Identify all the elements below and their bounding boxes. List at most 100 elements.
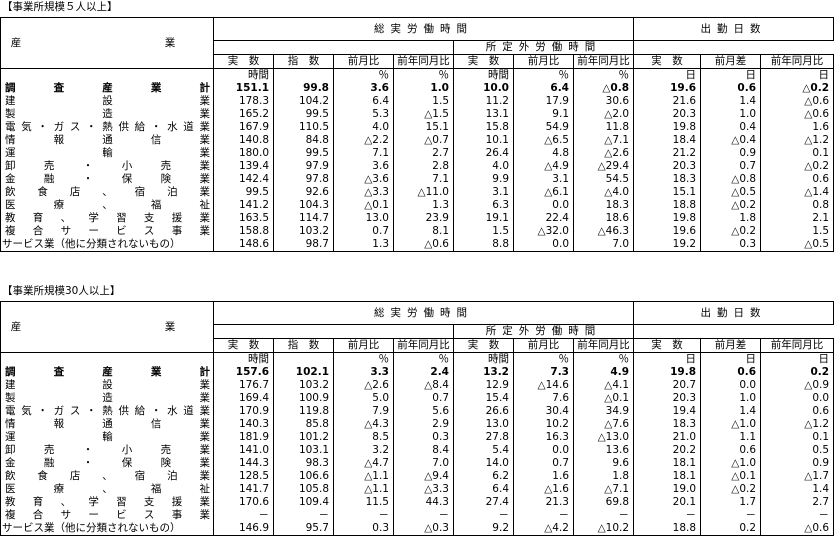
value-cell: 11.8 [572,121,635,134]
value-cell: △8.4 [393,379,454,392]
industry-label: サービス業（他に分類されないもの） [0,238,214,252]
value-cell: △4.3 [333,418,394,431]
value-cell: △14.6 [513,379,574,392]
unit-cell: 日 [700,68,762,82]
value-cell: 1.5 [453,225,514,238]
value-cell: 114.7 [273,212,334,225]
industry-label: 電気・ガス・熱供給・水道業 [0,121,214,134]
header-spacer [700,40,761,55]
value-cell: 7.1 [393,173,454,186]
value-cell: △6.1 [513,186,574,199]
value-cell: △7.1 [572,134,635,147]
value-cell: 8.1 [393,225,454,238]
value-cell: △0.5 [700,186,762,199]
table-row: 電気・ガス・熱供給・水道業 167.9 110.5 4.0 15.1 15.8 54.9 11… [0,121,835,134]
value-cell: 146.9 [213,522,274,536]
table-row: 複合サービス事業－－－－－－－－－－ [0,509,835,522]
industry-label: 建設業 [0,379,214,392]
value-cell: － [273,509,334,522]
value-cell: 18.1 [633,457,702,470]
value-cell: △32.0 [513,225,574,238]
value-cell: △0.2 [700,199,762,212]
value-cell: △0.4 [700,134,762,147]
unit-cell: 日 [633,352,702,366]
industry-label: 金融・保険業 [0,173,214,186]
value-cell: 34.9 [572,405,635,418]
value-cell: △0.7 [393,134,454,147]
table-row: 飲食店、宿泊業 128.5 106.6 △1.1 △9.4 6.2 1.6 1.8 18.1 △0… [0,470,835,483]
value-cell: △46.3 [572,225,635,238]
table-row: サービス業（他に分類されないもの） 146.9 95.7 0.3 △0.3 9.2 △4.2… [0,522,835,536]
industry-label: 電気・ガス・熱供給・水道業 [0,405,214,418]
industry-label: 調査産業計 [0,366,214,379]
value-cell: 10.0 [453,82,514,95]
value-cell: 11.2 [453,95,514,108]
value-cell: 5.6 [393,405,454,418]
value-cell: △10.2 [572,522,635,536]
table-row: 情報通信業 140.8 84.8 △2.2 △0.7 10.1 △6.5 △7.1 18.4 △0… [0,134,835,147]
unit-cell [273,352,334,366]
value-cell: 0.0 [513,238,574,252]
value-cell: 15.8 [453,121,514,134]
unit-cell: ％ [572,352,635,366]
value-cell: 139.4 [213,160,274,173]
value-cell: 20.2 [633,444,702,457]
value-cell: 167.9 [213,121,274,134]
industry-label: 建設業 [0,95,214,108]
value-cell: 1.3 [333,238,394,252]
industry-label: 医療、福祉 [0,199,214,212]
value-cell: △1.4 [760,186,835,199]
value-cell: △4.1 [572,379,635,392]
value-cell: 54.9 [513,121,574,134]
value-cell: 97.9 [273,160,334,173]
value-cell: 18.8 [633,522,702,536]
industry-column-header: 産 業 [0,17,214,69]
value-cell: 1.5 [393,95,454,108]
table-row: サービス業（他に分類されないもの） 148.6 98.7 1.3 △0.6 8.8 0.0 7… [0,238,835,252]
unit-cell: ％ [513,68,574,82]
index-header: 指 数 [273,54,334,69]
value-cell: 2.1 [760,212,835,225]
unit-cell: ％ [333,68,394,82]
value-cell: 19.2 [633,238,702,252]
value-cell: 0.9 [760,457,835,470]
industry-label: 情報通信業 [0,134,214,147]
value-cell: 1.3 [393,199,454,212]
value-cell: △4.7 [333,457,394,470]
value-cell: 0.5 [760,444,835,457]
unit-cell: ％ [513,352,574,366]
value-cell: 0.0 [513,199,574,212]
overtime-mom-header: 前月比 [513,54,574,69]
value-cell: 163.5 [213,212,274,225]
value-cell: 0.2 [700,522,762,536]
table-row: 情報通信業 140.3 85.8 △4.3 2.9 13.0 10.2 △7.6 18.3 △1.… [0,418,835,431]
value-cell: 0.8 [760,199,835,212]
industry-label: 金融・保険業 [0,457,214,470]
value-cell: 7.0 [393,457,454,470]
header-spacer [633,324,701,339]
value-cell: 101.2 [273,431,334,444]
value-cell: △0.6 [760,95,835,108]
value-cell: △3.6 [333,173,394,186]
value-cell: 20.3 [633,108,702,121]
actual-hours-header: 実 数 [213,338,274,353]
value-cell: 2.9 [393,418,454,431]
value-cell: 0.0 [513,444,574,457]
value-cell: △0.2 [700,483,762,496]
value-cell: △1.1 [333,483,394,496]
value-cell: △7.6 [572,418,635,431]
value-cell: 9.9 [453,173,514,186]
days-mom-diff-header: 前月差 [700,338,762,353]
value-cell: 8.4 [393,444,454,457]
header-spacer [273,324,334,339]
table-row: 製造業 165.2 99.5 5.3 △1.5 13.1 9.1 △2.0 20.3 1.0 △0.… [0,108,835,121]
value-cell: － [572,509,635,522]
value-cell: 3.2 [333,444,394,457]
value-cell: 7.9 [333,405,394,418]
value-cell: － [333,509,394,522]
value-cell: 19.4 [633,405,702,418]
value-cell: △3.3 [393,483,454,496]
value-cell: 99.5 [213,186,274,199]
value-cell: 0.3 [333,522,394,536]
value-cell: 1.7 [700,496,762,509]
